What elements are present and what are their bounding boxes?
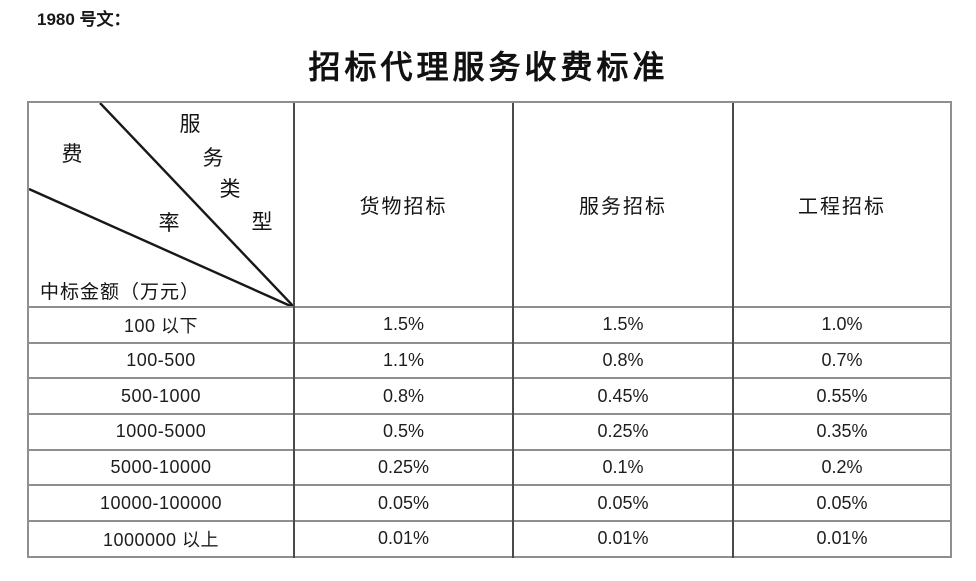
- table-row: 1000-5000 0.5% 0.25% 0.35%: [28, 413, 951, 450]
- row-axis-label: 中标金额（万元）: [40, 282, 201, 303]
- rate-cell: 1.1%: [293, 341, 513, 379]
- row-range-label: 10000-100000: [28, 484, 294, 522]
- corner-service-char-2: 务: [202, 146, 224, 170]
- row-range-label: 500-1000: [28, 377, 294, 415]
- rate-cell: 1.5%: [293, 306, 513, 343]
- rate-cell: 0.05%: [293, 484, 513, 522]
- table-row: 10000-100000 0.05% 0.05% 0.05%: [28, 484, 951, 522]
- rate-cell: 0.25%: [512, 413, 733, 450]
- rate-cell: 1.0%: [732, 306, 951, 343]
- table-row: 500-1000 0.8% 0.45% 0.55%: [28, 377, 951, 415]
- corner-service-char-3: 类: [219, 177, 241, 201]
- table-row: 100 以下 1.5% 1.5% 1.0%: [28, 306, 951, 343]
- row-range-label: 1000000 以上: [28, 520, 294, 557]
- rate-cell: 0.7%: [732, 341, 951, 379]
- rate-cell: 0.01%: [293, 520, 513, 557]
- row-range-label: 1000-5000: [28, 413, 294, 450]
- diagonal-header-content: 费 服 务 类 率 型 中标金额（万元）: [29, 104, 294, 307]
- column-header-goods: 货物招标: [293, 101, 513, 307]
- fee-standard-table: 费 服 务 类 率 型 中标金额（万元） 货物招标 服务招标 工程招标 100 …: [27, 101, 952, 558]
- column-header-services: 服务招标: [512, 101, 733, 307]
- corner-fee-char-1: 费: [61, 142, 83, 166]
- rate-cell: 0.1%: [512, 448, 733, 486]
- row-range-label: 100 以下: [28, 306, 294, 343]
- table-header-row: 费 服 务 类 率 型 中标金额（万元） 货物招标 服务招标 工程招标: [28, 101, 951, 307]
- rate-cell: 0.35%: [732, 413, 951, 450]
- column-header-engineering: 工程招标: [732, 101, 951, 307]
- table-row: 1000000 以上 0.01% 0.01% 0.01%: [28, 520, 951, 557]
- diagonal-divider-lines: [29, 104, 294, 307]
- corner-service-char-1: 服: [179, 112, 201, 136]
- corner-service-char-4: 型: [251, 210, 273, 234]
- rate-cell: 0.05%: [512, 484, 733, 522]
- rate-cell: 0.01%: [732, 520, 951, 557]
- rate-cell: 1.5%: [512, 306, 733, 343]
- rate-cell: 0.2%: [732, 448, 951, 486]
- row-range-label: 5000-10000: [28, 448, 294, 486]
- rate-cell: 0.5%: [293, 413, 513, 450]
- row-range-label: 100-500: [28, 341, 294, 379]
- rate-cell: 0.8%: [512, 341, 733, 379]
- rate-cell: 0.05%: [732, 484, 951, 522]
- table-row: 100-500 1.1% 0.8% 0.7%: [28, 341, 951, 379]
- rate-cell: 0.25%: [293, 448, 513, 486]
- table-row: 5000-10000 0.25% 0.1% 0.2%: [28, 448, 951, 486]
- doc-number-label: 1980 号文：: [37, 10, 131, 29]
- page-title: 招标代理服务收费标准: [308, 49, 669, 85]
- rate-cell: 0.8%: [293, 377, 513, 415]
- diagonal-header-cell: 费 服 务 类 率 型 中标金额（万元）: [28, 101, 294, 307]
- rate-cell: 0.55%: [732, 377, 951, 415]
- corner-fee-char-2: 率: [158, 211, 180, 235]
- rate-cell: 0.01%: [512, 520, 733, 557]
- rate-cell: 0.45%: [512, 377, 733, 415]
